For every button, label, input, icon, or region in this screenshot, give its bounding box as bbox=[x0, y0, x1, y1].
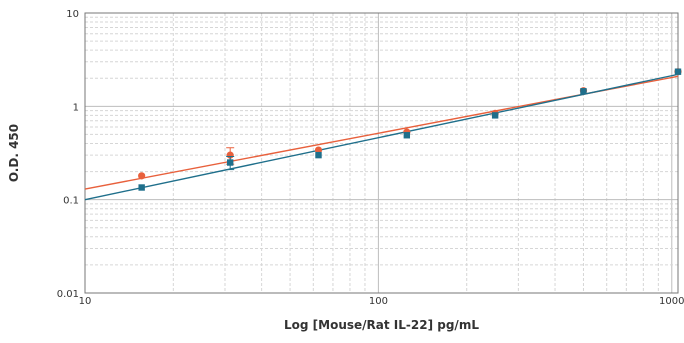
data-point-square bbox=[403, 132, 411, 139]
y-tick-label: 10 bbox=[66, 9, 79, 20]
x-tick-label: 10 bbox=[79, 296, 92, 307]
y-tick-label: 1 bbox=[73, 102, 79, 113]
data-point-square bbox=[580, 88, 587, 95]
x-tick-label: 1000 bbox=[659, 296, 684, 307]
data-point-square bbox=[138, 184, 145, 191]
y-tick-label: 0.01 bbox=[57, 289, 79, 300]
y-tick-label: 0.1 bbox=[63, 196, 79, 207]
tick-labels: 10 100 1000 0.01 0.1 1 10 bbox=[57, 9, 684, 307]
data-point-circle bbox=[138, 172, 146, 180]
data-point-square bbox=[315, 151, 322, 159]
data-point-square bbox=[674, 68, 682, 75]
plot-frame bbox=[84, 12, 679, 294]
y-axis-title: O.D. 450 bbox=[7, 124, 21, 182]
data-point-square bbox=[491, 112, 499, 119]
data-point-circle bbox=[314, 146, 323, 154]
fit-lines bbox=[84, 73, 679, 201]
data-points bbox=[138, 68, 682, 191]
x-axis-title: Log [Mouse/Rat IL-22] pg/mL bbox=[284, 318, 479, 332]
x-tick-label: 100 bbox=[369, 296, 388, 307]
data-point-square bbox=[226, 159, 234, 166]
fit-line bbox=[84, 73, 679, 201]
grid-layer bbox=[84, 12, 678, 294]
